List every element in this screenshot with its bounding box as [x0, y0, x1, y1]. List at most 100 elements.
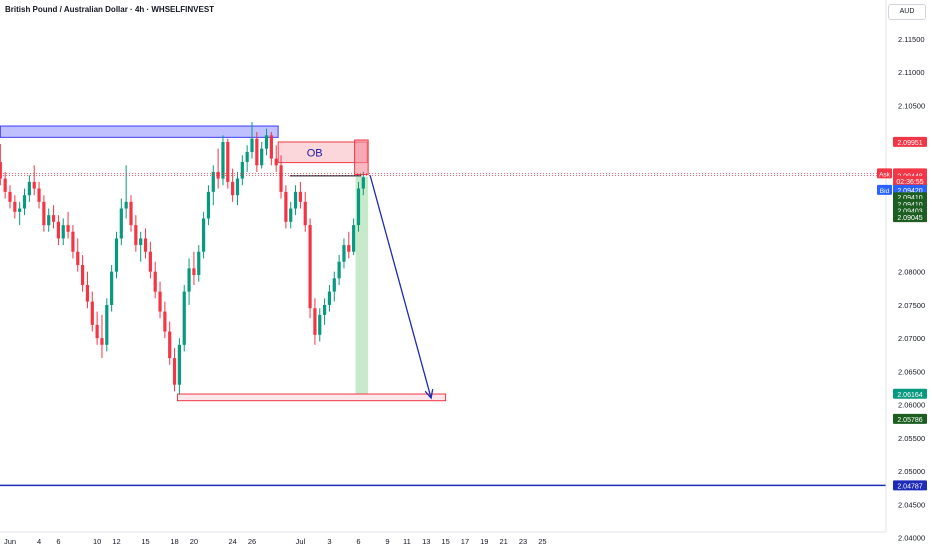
candle-body	[293, 191, 298, 209]
candle-body	[250, 138, 254, 152]
candle-body	[347, 245, 351, 252]
y-tick-label: 2.10500	[898, 101, 925, 110]
candle-body	[264, 135, 269, 149]
candle-body	[197, 251, 201, 275]
price-tag	[893, 212, 927, 223]
x-tick-label: 13	[422, 537, 430, 546]
price-tag-value: 2.09420	[897, 188, 922, 195]
candle-body	[260, 148, 264, 166]
candle-body	[202, 218, 206, 252]
price-tag-side-label-bg	[877, 184, 892, 195]
candle-body	[110, 271, 114, 305]
x-tick-label: 24	[228, 537, 236, 546]
price-tag	[893, 388, 927, 399]
x-tick-label: 17	[461, 537, 469, 546]
candle-body	[56, 221, 60, 239]
candle-body	[231, 181, 235, 196]
candle-body	[313, 308, 317, 335]
candle-body	[361, 177, 365, 189]
candle-body	[163, 311, 167, 332]
x-tick-label: 21	[500, 537, 508, 546]
candle-body	[158, 291, 162, 312]
candle-body	[192, 268, 196, 275]
price-tag-value: 2.06164	[897, 392, 922, 399]
price-tag-value: 2.09951	[897, 140, 922, 147]
candle-body	[148, 251, 152, 272]
candle-body	[240, 161, 244, 179]
price-tag-value: 2.09410	[897, 202, 922, 209]
candle-body	[143, 238, 148, 252]
candle-body	[235, 178, 240, 196]
y-axis: 2.115002.110002.105002.095002.080002.075…	[885, 0, 925, 543]
candle-body	[274, 158, 278, 166]
price-tag-value: 02:36:55	[896, 179, 923, 186]
supply-zone-box	[0, 125, 279, 138]
x-tick-label: 11	[403, 537, 411, 546]
price-tag-side-label: Ask	[879, 171, 891, 178]
candle-body	[37, 188, 41, 202]
price-tag-side-label: Bid	[880, 188, 890, 195]
candle-body	[100, 338, 104, 345]
x-tick-label: Jun	[4, 537, 16, 546]
candle-body	[71, 231, 75, 252]
target-zone-box	[176, 393, 447, 402]
candle-body	[8, 191, 12, 202]
candle-body	[226, 142, 230, 182]
candle-body	[279, 165, 283, 192]
y-tick-label: 2.07000	[898, 334, 925, 343]
price-tag-value: 2.09403	[897, 208, 922, 215]
candle-body	[51, 215, 56, 222]
currency-selector[interactable]: AUD	[888, 4, 926, 20]
candle-body	[139, 238, 143, 246]
y-tick-label: 2.07500	[898, 301, 925, 310]
candle-body	[66, 225, 70, 232]
candle-body	[90, 301, 94, 325]
y-tick-label: 2.06500	[898, 367, 925, 376]
candle-body	[168, 331, 172, 359]
x-tick-label: 9	[385, 537, 389, 546]
candle-body	[289, 208, 293, 222]
candle-body	[318, 314, 322, 335]
candle-body	[284, 191, 288, 222]
price-tag	[893, 413, 927, 424]
x-tick-label: 23	[519, 537, 527, 546]
order-block-box	[277, 141, 368, 164]
x-tick-label: 12	[112, 537, 120, 546]
y-tick-label: 2.04000	[898, 534, 925, 543]
overlay-layer: OB	[0, 147, 886, 487]
candle-body	[153, 271, 157, 292]
candle-body	[337, 261, 341, 279]
price-tag-side-label-bg	[877, 168, 892, 179]
candle-body	[206, 191, 211, 219]
x-tick-label: 3	[327, 537, 331, 546]
candle-body	[119, 208, 123, 239]
candle-body	[308, 225, 312, 309]
candle-body	[327, 291, 332, 305]
candle-body	[269, 135, 273, 159]
x-tick-label: 26	[248, 537, 256, 546]
candle-body	[332, 278, 336, 292]
y-tick-label: 2.04500	[898, 500, 925, 509]
candle-body	[352, 225, 356, 252]
y-tick-label: 2.05000	[898, 467, 925, 476]
candle-body	[85, 284, 90, 302]
candle-body	[42, 201, 46, 226]
y-tick-label: 2.08000	[898, 268, 925, 277]
price-tag	[893, 480, 927, 491]
candle-body	[211, 171, 215, 192]
chart-title: British Pound / Australian Dollar · 4h ·…	[5, 5, 215, 14]
ob-label: OB	[307, 147, 323, 159]
x-tick-label: 10	[93, 537, 101, 546]
price-tag	[893, 175, 927, 186]
price-tag-value: 2.09045	[897, 215, 922, 222]
candle-body	[76, 251, 80, 266]
candle-body	[27, 181, 31, 196]
candle-layer	[0, 122, 365, 395]
price-tag-value: 2.04787	[897, 483, 922, 490]
x-tick-label: Jul	[296, 537, 306, 546]
candle-body	[61, 225, 65, 239]
candle-body	[245, 151, 249, 162]
candle-body	[114, 238, 119, 272]
price-tag	[893, 136, 927, 147]
